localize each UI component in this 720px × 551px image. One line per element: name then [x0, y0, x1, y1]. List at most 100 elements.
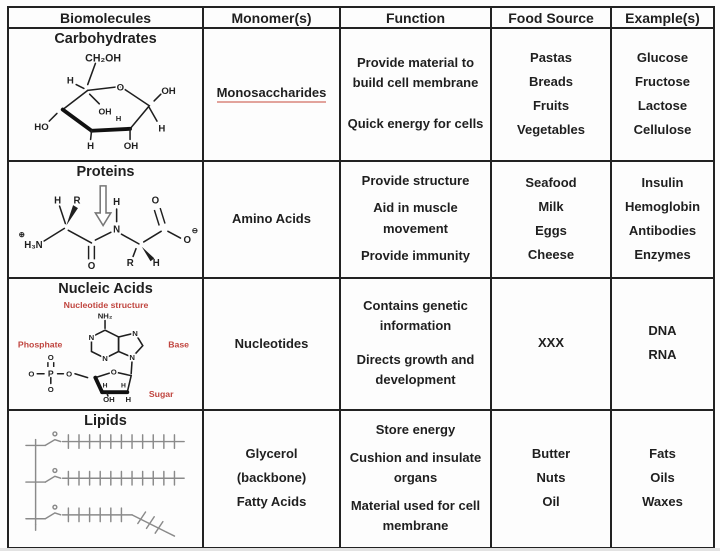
monomer-label: Amino Acids — [232, 211, 311, 226]
atom-label: O — [66, 370, 72, 379]
monomer-cell-nucleic-acids: Nucleotides — [202, 277, 341, 411]
nucleotide-bonds — [35, 319, 144, 397]
food-source-list: Butter Nuts Oil — [493, 412, 609, 545]
monomer-label: Monosaccharides — [216, 85, 327, 103]
row-proteins: Proteins — [7, 160, 715, 279]
fatty-acid-chain-2 — [61, 470, 185, 486]
atom-label: N — [113, 224, 120, 235]
row-carbohydrates: Carbohydrates — [7, 27, 715, 162]
text-line: Insulin — [641, 174, 684, 190]
text-line: Eggs — [535, 222, 567, 238]
text-line: Provide structure — [361, 173, 470, 188]
text-line: Enzymes — [634, 246, 691, 262]
atom-label: H — [152, 258, 159, 269]
text-line: Hemoglobin — [624, 198, 701, 214]
column-header-examples: Example(s) — [610, 6, 715, 29]
atom-label: ⊖ — [191, 226, 197, 235]
atom-label: H₃N — [24, 240, 42, 251]
monomer-cell-proteins: Amino Acids — [202, 160, 341, 279]
dipeptide-diagram: ⊕ H₃N H R O H N R H O O ⊖ — [18, 185, 198, 270]
monomer-lines: Glycerol (backbone) Fatty Acids — [205, 412, 338, 545]
examples-cell-proteins: Insulin Hemoglobin Antibodies Enzymes — [610, 160, 715, 279]
atom-label: H — [158, 124, 165, 135]
atom-label: H — [125, 395, 131, 403]
function-cell-carbohydrates: Provide material to build cell membrane Q… — [339, 27, 492, 162]
examples-list: Fats Oils Waxes — [613, 412, 712, 545]
atom-label: H — [115, 114, 121, 123]
peptide-bond-arrow — [93, 185, 112, 227]
function-cell-proteins: Provide structure Aid in muscle movement P… — [339, 160, 492, 279]
atom-label: H — [54, 195, 61, 206]
text-line: Cellulose — [633, 121, 692, 137]
food-source-cell-carbohydrates: Pastas Breads Fruits Vegetables — [490, 27, 612, 162]
text-line: DNA — [648, 323, 677, 338]
triglyceride-diagram — [24, 431, 185, 537]
atom-label: OH — [161, 86, 175, 97]
row-title: Proteins — [76, 164, 135, 180]
glucose-bonds — [47, 62, 162, 141]
text-line: Material used for cell membrane — [350, 497, 481, 533]
lipids-structure-cell: Lipids — [7, 409, 204, 549]
function-list: Provide structure Aid in muscle movement P… — [342, 163, 489, 275]
function-cell-lipids: Store energy Cushion and insulate organs M… — [339, 409, 492, 549]
atom-label: R — [73, 195, 80, 206]
text-line: Antibodies — [628, 222, 697, 238]
text-line: Oils — [650, 470, 675, 485]
sugar-label: Sugar — [148, 389, 173, 399]
examples-cell-lipids: Fats Oils Waxes — [610, 409, 715, 549]
text-line: XXX — [537, 335, 564, 350]
glucose-ring-diagram: CH₂OH H O OH H OH H HO H OH — [34, 52, 175, 150]
nucleotide-labels: Nucleotide structure Phosphate Base Suga… — [17, 300, 188, 403]
row-title: Carbohydrates — [54, 31, 157, 47]
function-list: Store energy Cushion and insulate organs M… — [342, 412, 489, 545]
peptide-bonds — [42, 205, 181, 262]
nucleotide-caption: Nucleotide structure — [63, 300, 148, 310]
row-nucleic-acids: Nucleic Acids — [7, 277, 715, 411]
fatty-acid-chain-1 — [61, 434, 185, 450]
row-title: Lipids — [84, 413, 127, 429]
atom-label: H — [87, 141, 94, 150]
examples-cell-nucleic-acids: DNA RNA — [610, 277, 715, 411]
text-line: Milk — [538, 198, 564, 214]
atom-label: NH₂ — [97, 312, 112, 321]
atom-label: P — [47, 369, 53, 379]
text-line: Fatty Acids — [236, 494, 307, 509]
monomer-label: Nucleotides — [234, 335, 309, 351]
text-line: Provide immunity — [360, 247, 471, 263]
examples-list: DNA RNA — [613, 280, 712, 407]
atom-label: H — [102, 382, 107, 389]
text-line: Directs growth and development — [356, 351, 475, 387]
atom-label: N — [88, 333, 94, 342]
atom-label: H — [120, 382, 125, 389]
text-line: Provide material to build cell membrane — [352, 55, 479, 91]
text-line: (backbone) — [236, 470, 307, 485]
glucose-atom-labels: CH₂OH H O OH H OH H HO H OH — [34, 52, 175, 150]
atom-label: H — [66, 76, 73, 87]
column-header-food-source: Food Source — [490, 6, 612, 29]
phosphate-label: Phosphate — [17, 340, 62, 350]
function-cell-nucleic-acids: Contains genetic information Directs grow… — [339, 277, 492, 411]
food-source-list: Seafood Milk Eggs Cheese — [493, 163, 609, 275]
atom-label: R — [126, 258, 133, 269]
text-line: Seafood — [525, 174, 577, 190]
atom-label: O — [151, 195, 159, 206]
fatty-acid-chain-3-unsaturated — [61, 507, 175, 537]
text-line: Oil — [542, 494, 560, 509]
text-line: RNA — [648, 347, 677, 362]
atom-label: O — [47, 385, 53, 394]
ester-links — [44, 431, 61, 520]
column-header-monomers: Monomer(s) — [202, 6, 341, 29]
atom-label: OH — [123, 141, 137, 150]
atom-label: ⊕ — [18, 230, 25, 239]
text-line: Contains genetic information — [363, 298, 468, 334]
food-source-cell-proteins: Seafood Milk Eggs Cheese — [490, 160, 612, 279]
monomer-cell-lipids: Glycerol (backbone) Fatty Acids — [202, 409, 341, 549]
text-line: Aid in muscle movement — [373, 200, 458, 236]
text-line: Fruits — [532, 97, 570, 113]
base-label: Base — [168, 340, 189, 350]
text-line: Glycerol — [245, 446, 298, 461]
text-line: Waxes — [642, 494, 683, 509]
text-line: Quick energy for cells — [347, 115, 484, 131]
atom-label: N — [132, 329, 138, 338]
